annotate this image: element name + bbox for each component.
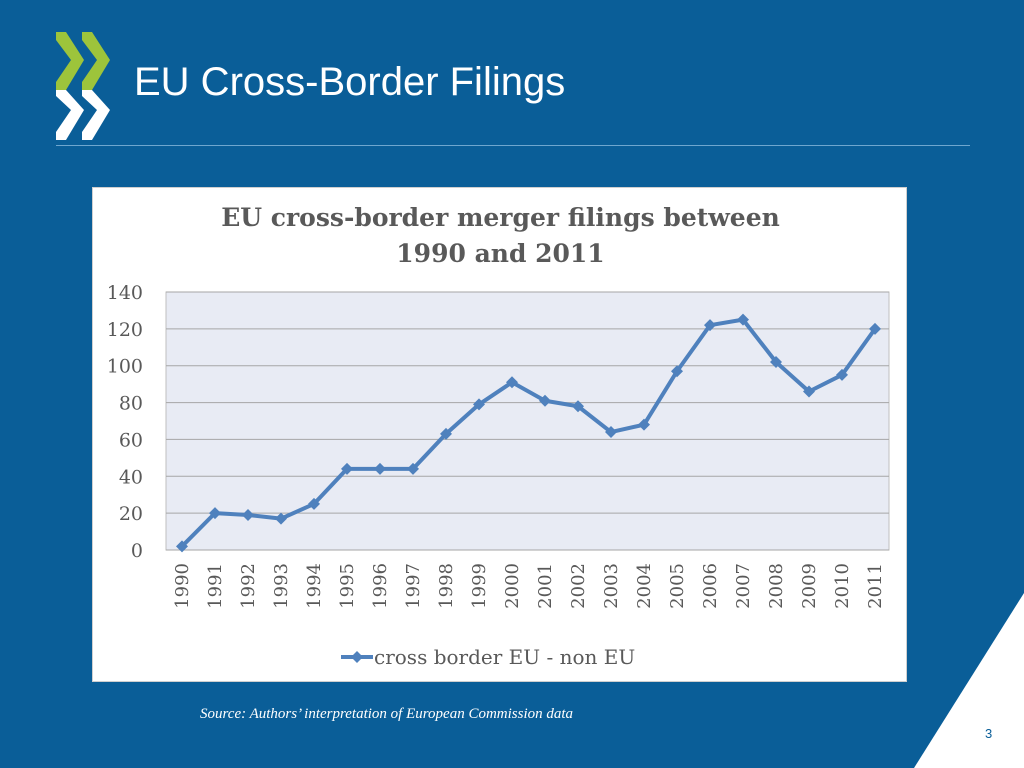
x-tick-label: 1994 <box>304 563 325 609</box>
x-tick-label: 1992 <box>238 563 259 609</box>
x-tick-label: 2008 <box>766 563 787 609</box>
legend-marker <box>351 651 363 663</box>
x-tick-label: 1999 <box>469 563 490 609</box>
x-tick-label: 1990 <box>172 563 193 609</box>
data-point <box>308 497 320 510</box>
data-point <box>803 385 815 398</box>
x-tick-label: 2000 <box>502 563 523 609</box>
chart-title-line-2: 1990 and 2011 <box>396 239 605 268</box>
source-note: Source: Authors’ interpretation of Europ… <box>200 706 574 722</box>
x-tick-label: 2003 <box>601 563 622 609</box>
x-tick-label: 2005 <box>667 563 688 609</box>
data-point <box>242 508 254 521</box>
slide-title: EU Cross-Border Filings <box>134 60 566 104</box>
corner-decoration <box>914 593 1024 768</box>
chart-title: EU cross-border merger filings between 1… <box>93 200 908 272</box>
x-tick-label: 1995 <box>337 563 358 609</box>
x-tick-label: 2002 <box>568 563 589 609</box>
y-tick-label: 60 <box>119 429 143 451</box>
plot-area <box>165 291 890 551</box>
data-point <box>704 319 716 332</box>
data-point <box>506 376 518 389</box>
data-point <box>275 512 287 525</box>
x-tick-label: 1996 <box>370 563 391 609</box>
data-point <box>836 368 848 381</box>
y-tick-label: 0 <box>131 540 143 562</box>
y-tick-label: 80 <box>119 393 143 415</box>
line-chart: 0 20 40 60 80 100 120 140 1990 1991 1992 1993 1994 19… <box>107 282 890 669</box>
x-tick-label: 2001 <box>535 563 556 609</box>
data-point <box>737 313 749 326</box>
y-tick-label: 140 <box>107 282 143 304</box>
data-point <box>374 462 386 475</box>
x-tick-label: 1993 <box>271 563 292 609</box>
x-tick-label: 2004 <box>634 563 655 609</box>
data-point <box>473 398 485 411</box>
data-point <box>572 400 584 413</box>
x-tick-label: 1998 <box>436 563 457 609</box>
y-tick-label: 40 <box>119 466 143 488</box>
y-tick-label: 100 <box>107 356 143 378</box>
data-point <box>605 426 617 439</box>
x-tick-label: 2006 <box>700 563 721 609</box>
data-point <box>539 394 551 407</box>
x-tick-label: 2009 <box>799 563 820 609</box>
data-point <box>341 462 353 475</box>
x-tick-label: 1997 <box>403 563 424 609</box>
data-point <box>869 322 881 335</box>
x-tick-label: 2011 <box>865 563 886 609</box>
data-point <box>638 418 650 431</box>
data-point <box>176 540 188 553</box>
x-tick-label: 2007 <box>733 563 754 609</box>
legend-label: cross border EU - non EU <box>374 645 635 669</box>
chart-title-line-1: EU cross-border merger filings between <box>221 203 780 232</box>
oecd-logo-icon <box>56 32 110 140</box>
data-point <box>671 365 683 378</box>
y-tick-label: 120 <box>107 319 143 341</box>
x-tick-label: 1991 <box>205 563 226 609</box>
data-point <box>209 507 221 520</box>
chart-container: EU cross-border merger filings between 1… <box>92 187 907 682</box>
page-number: 3 <box>985 726 993 741</box>
data-point <box>440 427 452 440</box>
x-tick-label: 2010 <box>832 563 853 609</box>
data-point <box>770 356 782 369</box>
y-tick-label: 20 <box>119 503 143 525</box>
data-point <box>407 462 419 475</box>
title-divider <box>56 145 970 146</box>
series-line <box>180 317 877 548</box>
